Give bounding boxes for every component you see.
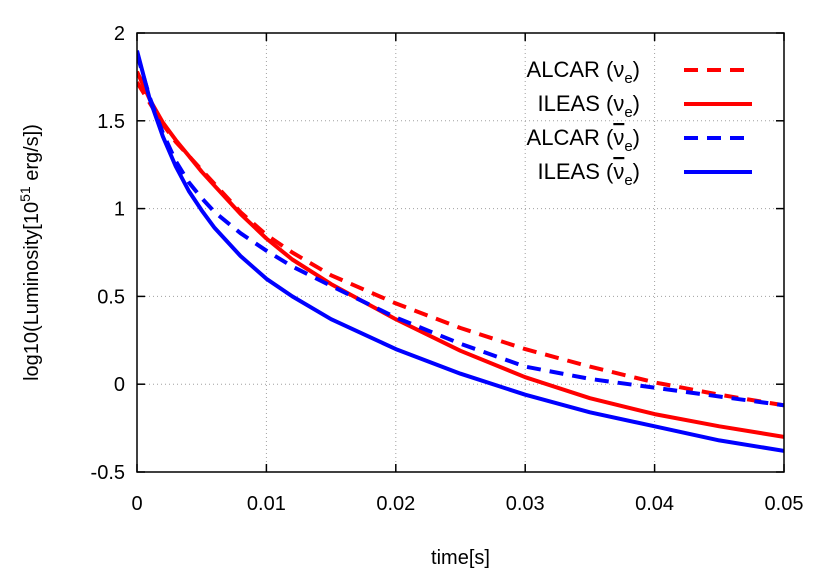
series-line-1 [137, 81, 784, 408]
plot-frame [136, 32, 785, 473]
y-axis-title-unit: erg/s]) [21, 124, 43, 186]
legend-label: ALCAR (νe) [527, 57, 640, 87]
legend-label: ILEAS (νe) [538, 159, 640, 189]
series-line-4 [137, 50, 784, 453]
y-axis-title-superscript: 51 [17, 186, 33, 202]
y-tick-label: 0.5 [97, 286, 125, 308]
x-tick-label: 0.04 [635, 493, 674, 515]
series-layer [137, 50, 784, 453]
legend-label: ILEAS (νe) [538, 91, 640, 121]
y-axis-title: log10(Luminosity[1051 erg/s]) [17, 124, 43, 381]
axes [136, 32, 785, 473]
series-line-3 [137, 53, 784, 408]
tick-labels: 0 0.01 0.02 0.03 0.04 0.05 -0.5 0 0.5 1 1.5 2 [91, 23, 804, 515]
x-tick-label: 0.03 [506, 493, 545, 515]
series-line-2 [137, 70, 784, 439]
y-axis-title-main: log10(Luminosity[10 [21, 202, 43, 381]
y-tick-label: 2 [114, 23, 125, 45]
x-tick-label: 0.01 [247, 493, 286, 515]
legend-label: ALCAR (νe) [527, 125, 640, 155]
y-tick-label: 1.5 [97, 111, 125, 133]
legend-entry-1: ALCAR (νe) [527, 57, 752, 87]
x-tick-label: 0.05 [765, 493, 804, 515]
x-tick-label: 0 [131, 493, 142, 515]
tick-marks [136, 32, 785, 473]
y-tick-label: 1 [114, 199, 125, 221]
x-tick-label: 0.02 [376, 493, 415, 515]
legend: ALCAR (νe) ILEAS (νe) ALCAR (νe) ILEAS (νe) [527, 57, 752, 189]
legend-entry-3: ALCAR (νe) [527, 125, 752, 155]
y-tick-label: -0.5 [91, 462, 125, 484]
y-tick-label: 0 [114, 374, 125, 396]
x-axis-title: time[s] [431, 547, 490, 569]
legend-entry-2: ILEAS (νe) [538, 91, 752, 121]
legend-entry-4: ILEAS (νe) [538, 159, 752, 189]
